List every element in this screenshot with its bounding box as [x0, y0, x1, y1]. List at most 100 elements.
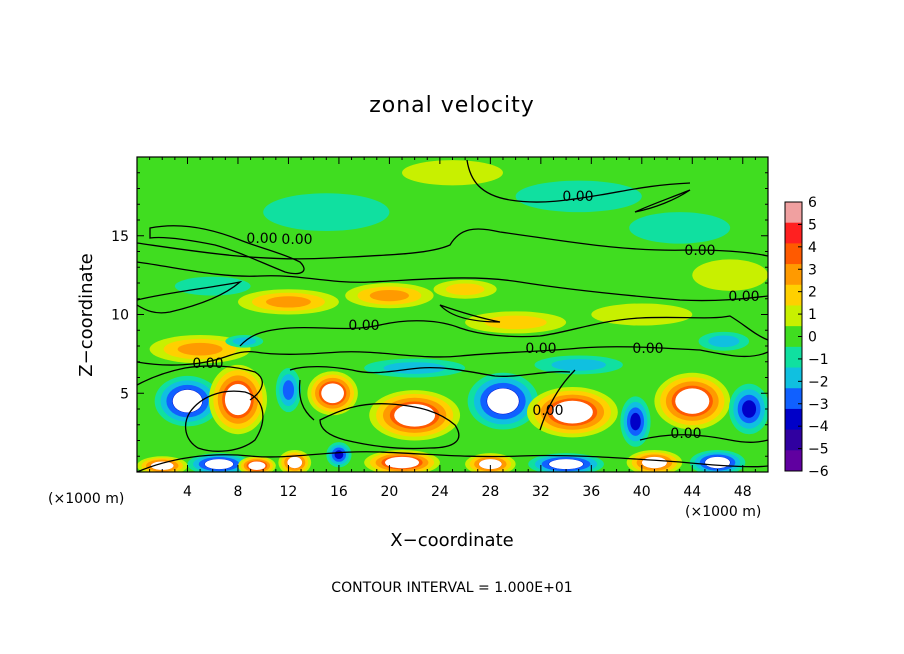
colorbar: 6 5 4 3 2 1 0 −1 −2 −3 −4 −5 −6: [784, 195, 829, 480]
velocity-peak: [287, 456, 303, 469]
contour-line: [239, 315, 768, 347]
colorbar-tick-label: 6: [808, 195, 817, 211]
colorbar-swatch: [785, 326, 802, 348]
colorbar-swatch: [785, 243, 802, 265]
velocity-cell-28: [465, 311, 567, 334]
contour-line: [319, 403, 460, 450]
contour-label: 0.00: [562, 189, 593, 205]
velocity-level-2: [484, 315, 547, 330]
velocity-level--2: [708, 335, 740, 348]
x-axis-label: X−coordinate: [390, 530, 513, 551]
contour-line: [539, 369, 576, 431]
velocity-cell-2: [275, 368, 302, 413]
velocity-cell-14: [326, 442, 352, 468]
contour-line: [137, 365, 263, 401]
y-tick-label: 15: [111, 229, 129, 245]
contour-label: 0.00: [192, 356, 223, 372]
colorbar-swatch: [785, 346, 802, 369]
velocity-cell-21: [237, 289, 339, 315]
velocity-peak: [204, 459, 234, 470]
velocity-peak: [321, 383, 344, 404]
colorbar-tick-label: −4: [808, 419, 829, 435]
velocity-cell-8: [654, 372, 731, 430]
x-axis: 4 8 12 16 20 24 28 32 36 40 44 48: [149, 157, 756, 500]
velocity-cell-25: [534, 355, 623, 375]
velocity-peak: [224, 383, 252, 416]
colorbar-tick-label: −1: [808, 352, 829, 368]
velocity-peak: [479, 459, 502, 470]
contour-line: [137, 228, 768, 260]
velocity-level--4: [742, 400, 757, 418]
velocity-cell-31: [515, 180, 642, 213]
velocity-cell-9: [728, 383, 768, 435]
colorbar-swatch: [785, 429, 802, 451]
velocity-cell-17: [528, 453, 604, 472]
velocity-cell-18: [626, 449, 683, 472]
contour-label: 0.00: [525, 341, 556, 357]
contour-line: [137, 261, 768, 302]
contour-label: 0.00: [632, 341, 663, 357]
colorbar-swatch: [785, 222, 802, 244]
velocity-peak: [487, 388, 519, 414]
velocity-level-3: [369, 290, 410, 302]
colorbar-swatch: [785, 305, 802, 327]
velocity-level-1: [692, 259, 768, 291]
velocity-cell-1: [208, 364, 267, 435]
x-tick-label: 28: [481, 484, 499, 500]
velocity-cell-22: [345, 283, 434, 309]
velocity-level-3: [177, 342, 223, 356]
velocity-peak: [150, 461, 174, 470]
colorbar-tick-label: −2: [808, 374, 829, 390]
velocity-field: [137, 160, 768, 472]
velocity-cell-6: [526, 386, 618, 438]
contour-label: 0.00: [246, 231, 277, 247]
colorbar-swatch: [785, 284, 802, 306]
y-axis-label: Z−coordinate: [76, 253, 97, 376]
contour-line: [634, 189, 691, 213]
contour-label: 0.00: [532, 403, 563, 419]
colorbar-tick-label: 3: [808, 262, 817, 278]
contour-label: 0.00: [728, 289, 759, 305]
velocity-level--3: [282, 380, 295, 400]
colorbar-tick-label: 2: [808, 285, 817, 301]
velocity-level-1: [402, 160, 503, 186]
contour-line: [137, 346, 768, 366]
contour-label: 0.00: [670, 426, 701, 442]
velocity-cell-16: [465, 453, 516, 472]
x-tick-label: 32: [532, 484, 550, 500]
x-axis-unit-left: (×1000 m): [48, 491, 124, 507]
colorbar-swatch: [785, 388, 802, 410]
contour-line: [639, 434, 768, 443]
contour-label: 0.00: [348, 318, 379, 334]
contour-line: [137, 451, 768, 472]
colorbar-swatch: [785, 367, 802, 389]
x-tick-label: 36: [582, 484, 600, 500]
colorbar-tick-label: 0: [808, 330, 817, 346]
contour-line: [439, 304, 501, 323]
velocity-peak: [384, 456, 420, 469]
contour-label: 0.00: [684, 243, 715, 259]
colorbar-swatch: [785, 202, 802, 224]
velocity-level--1: [629, 212, 731, 244]
contour-line: [289, 365, 571, 377]
x-tick-label: 16: [330, 484, 348, 500]
x-axis-unit-right: (×1000 m): [685, 504, 761, 520]
velocity-level--1: [515, 180, 642, 213]
x-tick-label: 40: [633, 484, 651, 500]
x-tick-label: 48: [734, 484, 752, 500]
colorbar-tick-label: −5: [808, 442, 829, 458]
velocity-cell-30: [263, 193, 390, 232]
contour-line: [137, 280, 243, 314]
y-axis: 5 10 15: [111, 172, 768, 457]
velocity-peak: [248, 461, 266, 470]
x-tick-label: 24: [431, 484, 449, 500]
colorbar-tick-label: −6: [808, 464, 829, 480]
velocity-peak: [641, 456, 667, 469]
velocity-peak: [675, 388, 710, 414]
velocity-cell-23: [433, 279, 497, 299]
zero-contours: [137, 159, 768, 472]
velocity-cell-5: [467, 372, 539, 430]
y-tick-label: 5: [120, 386, 129, 402]
velocity-cell-26: [698, 331, 750, 351]
